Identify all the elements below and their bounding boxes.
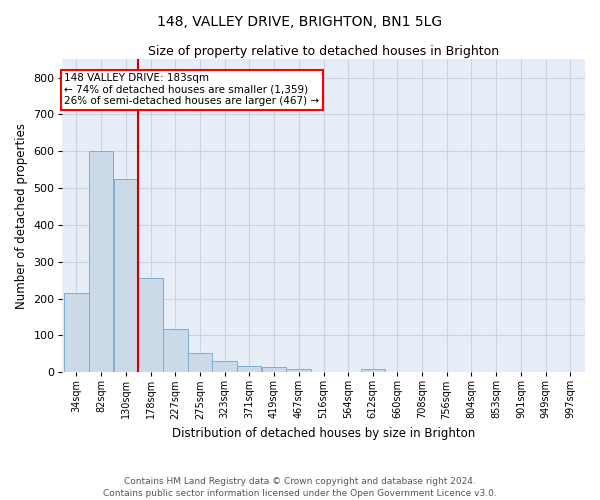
Bar [212, 361, 237, 372]
Bar [286, 368, 311, 372]
Title: Size of property relative to detached houses in Brighton: Size of property relative to detached ho… [148, 45, 499, 58]
Bar [113, 179, 138, 372]
Y-axis label: Number of detached properties: Number of detached properties [15, 122, 28, 308]
Bar [237, 366, 262, 372]
Bar [163, 330, 188, 372]
Bar [361, 368, 385, 372]
Bar [188, 352, 212, 372]
Bar [89, 151, 113, 372]
Text: 148, VALLEY DRIVE, BRIGHTON, BN1 5LG: 148, VALLEY DRIVE, BRIGHTON, BN1 5LG [157, 15, 443, 29]
X-axis label: Distribution of detached houses by size in Brighton: Distribution of detached houses by size … [172, 427, 475, 440]
Text: 148 VALLEY DRIVE: 183sqm
← 74% of detached houses are smaller (1,359)
26% of sem: 148 VALLEY DRIVE: 183sqm ← 74% of detach… [64, 74, 319, 106]
Text: Contains HM Land Registry data © Crown copyright and database right 2024.
Contai: Contains HM Land Registry data © Crown c… [103, 476, 497, 498]
Bar [138, 278, 163, 372]
Bar [262, 367, 286, 372]
Bar [64, 293, 89, 372]
